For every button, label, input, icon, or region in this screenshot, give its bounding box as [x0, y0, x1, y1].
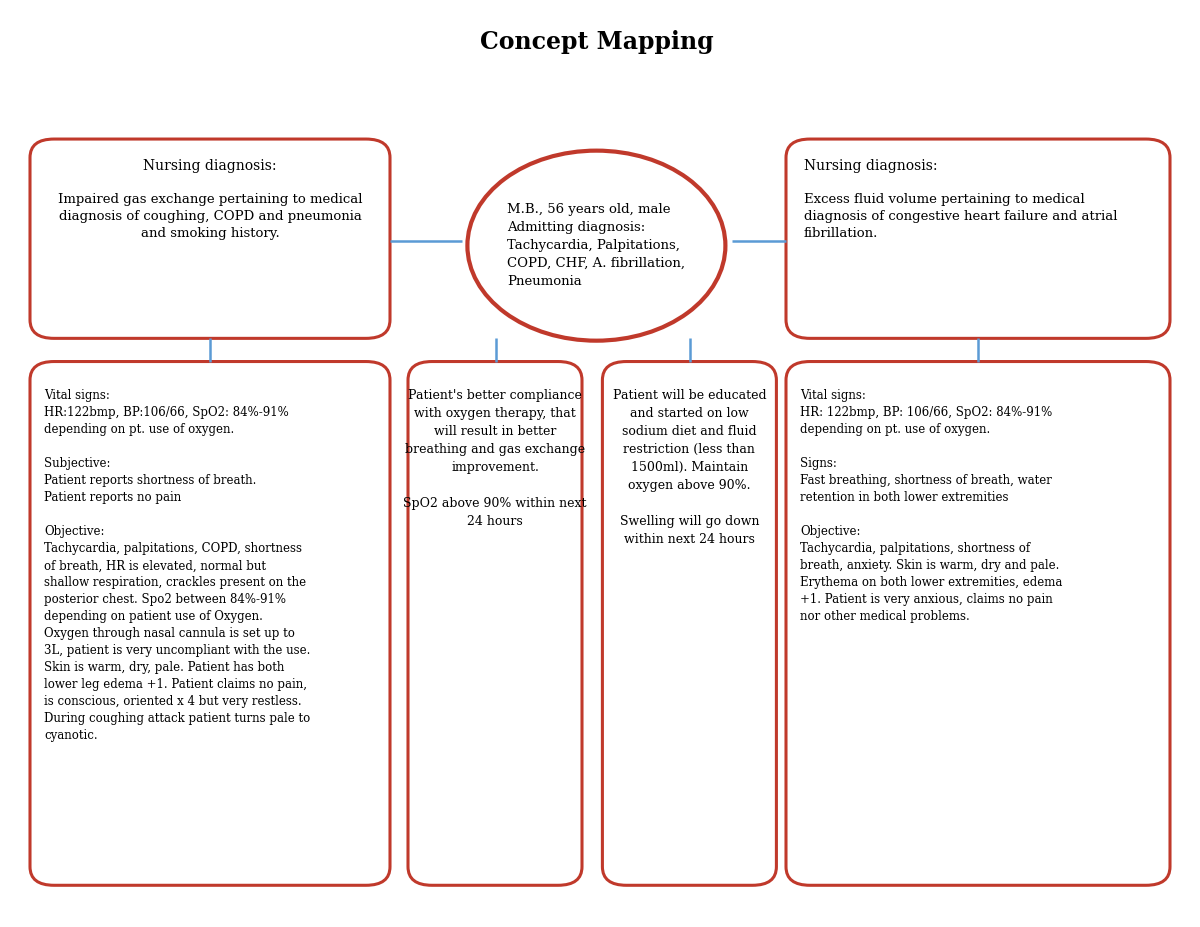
- Text: M.B., 56 years old, male
Admitting diagnosis:
Tachycardia, Palpitations,
COPD, C: M.B., 56 years old, male Admitting diagn…: [508, 203, 685, 288]
- FancyBboxPatch shape: [408, 362, 582, 885]
- FancyBboxPatch shape: [786, 139, 1170, 338]
- FancyBboxPatch shape: [30, 362, 390, 885]
- Text: Excess fluid volume pertaining to medical
diagnosis of congestive heart failure : Excess fluid volume pertaining to medica…: [804, 193, 1117, 240]
- Text: Patient will be educated
and started on low
sodium diet and fluid
restriction (l: Patient will be educated and started on …: [612, 389, 767, 546]
- FancyBboxPatch shape: [602, 362, 776, 885]
- Text: Nursing diagnosis:: Nursing diagnosis:: [143, 159, 277, 173]
- FancyBboxPatch shape: [30, 139, 390, 338]
- Ellipse shape: [468, 150, 725, 341]
- Text: Patient's better compliance
with oxygen therapy, that
will result in better
brea: Patient's better compliance with oxygen …: [403, 389, 587, 528]
- Text: Concept Mapping: Concept Mapping: [480, 30, 713, 54]
- Text: Vital signs:
HR:122bmp, BP:106/66, SpO2: 84%-91%
depending on pt. use of oxygen.: Vital signs: HR:122bmp, BP:106/66, SpO2:…: [44, 389, 311, 743]
- Text: Vital signs:
HR: 122bmp, BP: 106/66, SpO2: 84%-91%
depending on pt. use of oxyge: Vital signs: HR: 122bmp, BP: 106/66, SpO…: [800, 389, 1063, 623]
- Text: Nursing diagnosis:: Nursing diagnosis:: [804, 159, 937, 173]
- FancyBboxPatch shape: [786, 362, 1170, 885]
- Text: Impaired gas exchange pertaining to medical
diagnosis of coughing, COPD and pneu: Impaired gas exchange pertaining to medi…: [58, 193, 362, 240]
